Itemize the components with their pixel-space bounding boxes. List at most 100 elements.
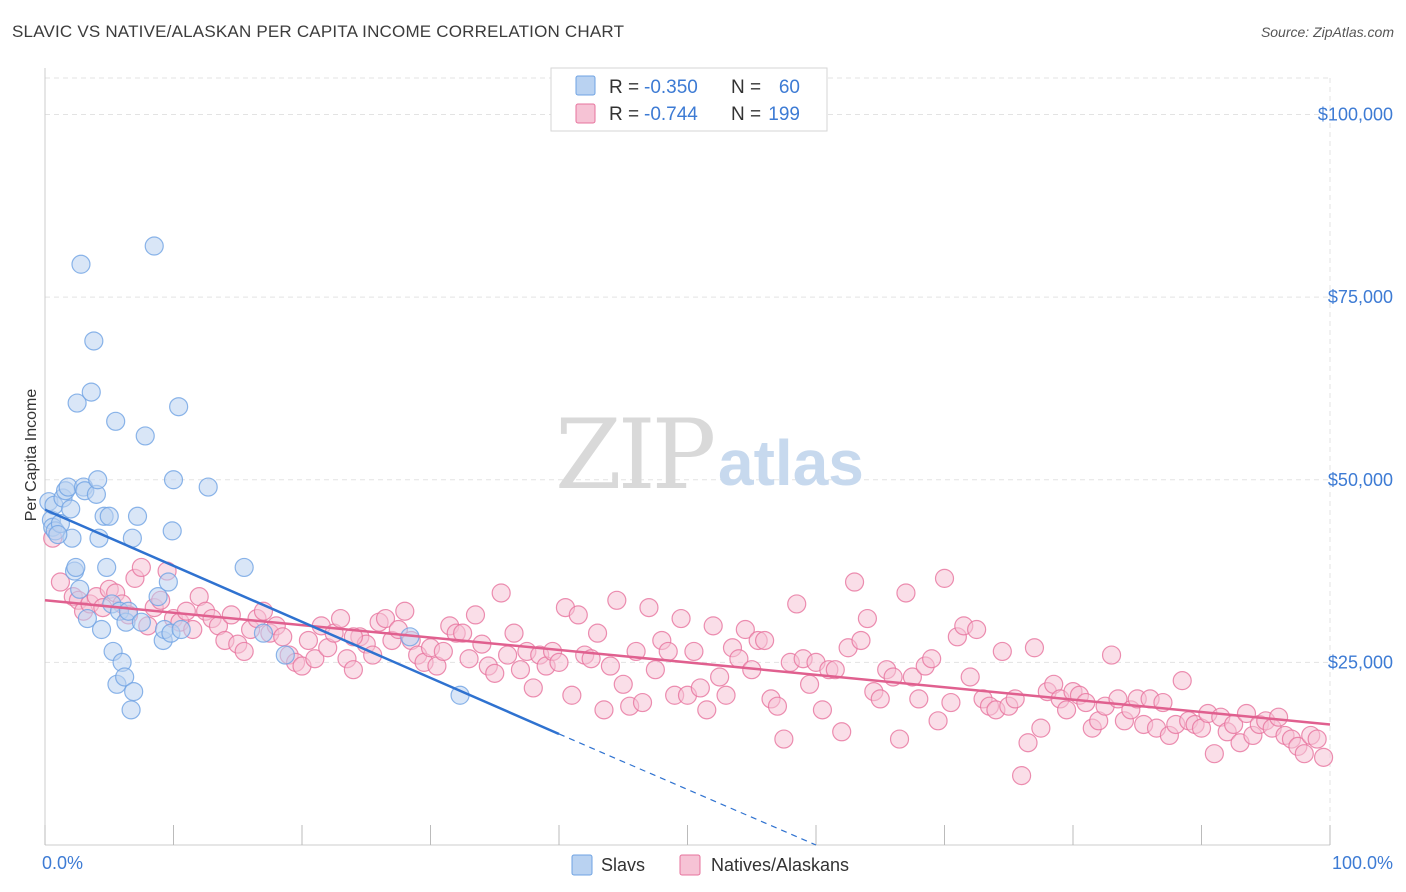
- stats-legend: R = -0.350 N = 60 R = -0.744 N = 199: [550, 67, 828, 132]
- natives-point: [690, 678, 710, 698]
- natives-point: [131, 557, 151, 578]
- natives-point: [459, 649, 479, 669]
- natives-point: [697, 700, 717, 720]
- slavs-point: [61, 499, 81, 519]
- watermark: ZIP atlas: [555, 399, 864, 511]
- natives-point: [50, 572, 71, 592]
- natives-point: [176, 601, 196, 621]
- slavs-point: [91, 619, 112, 640]
- natives-point: [870, 689, 890, 709]
- natives-point: [485, 663, 505, 683]
- natives-point: [716, 685, 736, 705]
- legend-swatch-natives: [575, 103, 596, 124]
- slavs-point: [198, 477, 218, 497]
- legend-swatch-slavs: [571, 854, 593, 876]
- natives-point: [735, 619, 755, 640]
- natives-point: [375, 608, 396, 629]
- natives-point: [1024, 638, 1045, 658]
- y-tick-label: $75,000: [1328, 287, 1393, 307]
- natives-point: [607, 590, 627, 610]
- legend-r-value: -0.744: [644, 104, 698, 125]
- natives-point: [1294, 744, 1314, 764]
- slavs-trend-extension: [558, 733, 817, 846]
- natives-point: [754, 630, 775, 651]
- x-tick-labels: 0.0% 100.0%: [42, 853, 1393, 873]
- y-tick-label: $100,000: [1318, 105, 1393, 125]
- natives-point: [960, 667, 980, 687]
- watermark-zip: ZIP: [555, 399, 714, 511]
- natives-point: [909, 689, 929, 709]
- natives-point: [298, 630, 319, 651]
- natives-point: [549, 652, 569, 672]
- natives-point: [1101, 645, 1122, 665]
- slavs-point: [135, 426, 155, 446]
- natives-point: [889, 729, 910, 749]
- stats-legend-box: [550, 67, 828, 132]
- slavs-point: [81, 382, 101, 402]
- y-axis-title: Per Capita Income: [23, 389, 40, 522]
- natives-point: [1313, 747, 1334, 767]
- natives-point: [273, 627, 293, 647]
- slavs-point: [275, 645, 295, 665]
- slavs-point: [148, 587, 168, 607]
- slavs-point: [124, 681, 144, 702]
- natives-point: [922, 649, 942, 669]
- natives-point: [523, 678, 543, 698]
- slavs-point: [131, 612, 151, 632]
- slavs-point: [169, 397, 189, 417]
- natives-point: [221, 605, 241, 625]
- slavs-point: [158, 572, 178, 592]
- slavs-points: [39, 236, 470, 720]
- slavs-point: [97, 557, 117, 578]
- natives-point: [710, 667, 730, 687]
- natives-point: [787, 594, 807, 614]
- slavs-point: [144, 236, 164, 256]
- natives-trend-line: [44, 599, 1331, 726]
- natives-point: [343, 660, 363, 680]
- slavs-point: [106, 411, 126, 431]
- natives-point: [305, 649, 325, 669]
- natives-point: [510, 660, 531, 680]
- natives-point: [587, 623, 608, 643]
- slavs-point: [99, 506, 119, 526]
- natives-point: [1307, 729, 1327, 749]
- natives-point: [453, 623, 473, 643]
- slavs-point: [234, 557, 254, 578]
- slavs-point: [162, 521, 182, 541]
- legend-swatch-slavs: [575, 75, 596, 96]
- natives-point: [774, 729, 794, 749]
- x-tick-label: 0.0%: [42, 853, 83, 873]
- slavs-point: [48, 524, 68, 545]
- legend-label-natives: Natives/Alaskans: [711, 855, 849, 875]
- slavs-point: [84, 331, 104, 351]
- legend-r-label: R =: [609, 77, 639, 98]
- natives-point: [1204, 744, 1224, 764]
- axes: [44, 68, 1331, 846]
- natives-point: [851, 630, 871, 651]
- legend-label-slavs: Slavs: [601, 855, 645, 875]
- slavs-point: [88, 470, 108, 490]
- natives-point: [1011, 766, 1032, 786]
- legend-swatch-natives: [679, 854, 701, 876]
- slavs-point: [67, 393, 87, 413]
- slavs-point: [253, 623, 274, 643]
- natives-point: [504, 623, 524, 643]
- source-label: Source: ZipAtlas.com: [1260, 24, 1394, 40]
- natives-point: [600, 656, 621, 676]
- natives-point: [1031, 718, 1051, 738]
- natives-point: [684, 641, 704, 662]
- natives-point: [465, 605, 486, 625]
- series-legend: Slavs Natives/Alaskans: [571, 854, 849, 876]
- slavs-point: [70, 579, 90, 599]
- slavs-point: [115, 667, 135, 687]
- slavs-point: [171, 619, 191, 640]
- natives-point: [498, 645, 518, 665]
- natives-point: [896, 583, 916, 603]
- natives-point: [703, 616, 723, 636]
- natives-point: [992, 641, 1012, 662]
- legend-n-value: 199: [768, 104, 800, 125]
- chart-title: SLAVIC VS NATIVE/ALASKAN PER CAPITA INCO…: [12, 22, 625, 41]
- natives-point: [825, 660, 845, 680]
- natives-point: [234, 641, 254, 662]
- slavs-point: [77, 608, 98, 629]
